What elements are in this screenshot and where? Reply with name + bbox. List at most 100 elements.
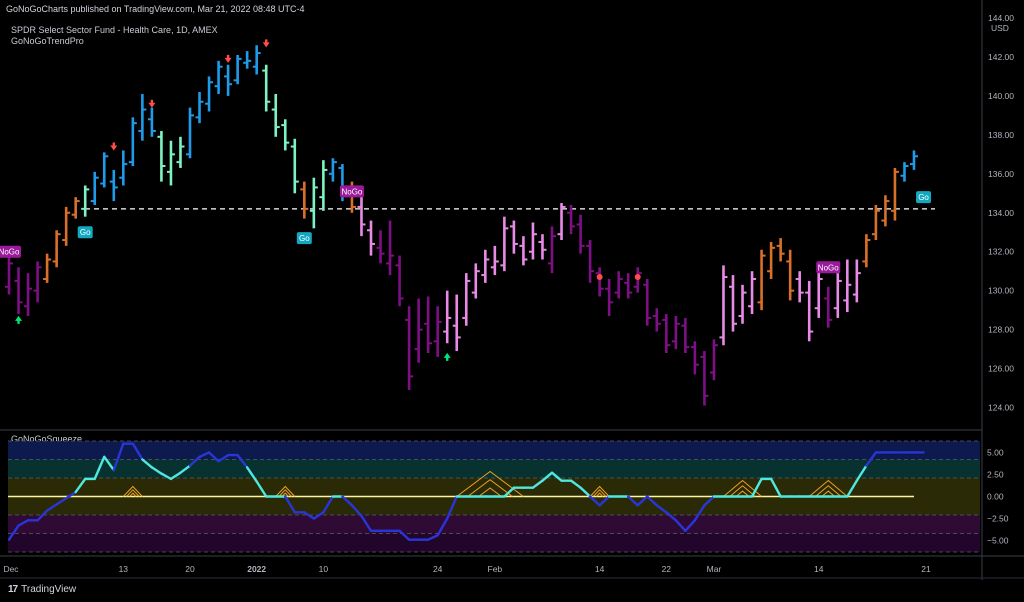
ohlc-bar [910, 150, 918, 170]
nogo-arrow-down-icon [148, 99, 156, 108]
badge-box [816, 261, 841, 274]
squeeze-line-segment [169, 471, 182, 481]
go-arrow-up-icon [15, 315, 23, 324]
squeeze-line-segment [684, 519, 697, 533]
badge-box [296, 232, 312, 245]
squeeze-line-segment [93, 455, 106, 481]
squeeze-line-segment [284, 495, 296, 514]
squeeze-ladder [596, 492, 604, 497]
ohlc-bar [100, 152, 109, 188]
ohlc-bar [605, 278, 614, 316]
squeeze-line-segment [665, 511, 678, 522]
squeeze-line-segment [103, 455, 115, 472]
reversal-dot-icon [634, 274, 641, 281]
nogo-badge: NoGo [339, 185, 364, 198]
ohlc-bar [243, 51, 252, 69]
squeeze-line-segment [179, 464, 192, 474]
time-tick-label: Mar [707, 564, 722, 574]
badge-label: Go [918, 193, 929, 202]
ohlc-bar [814, 269, 823, 318]
ohlc-bar [871, 204, 880, 241]
time-tick-label: 14 [595, 564, 605, 574]
go-badge: Go [77, 226, 93, 239]
ohlc-bar [186, 107, 194, 159]
ohlc-bar [281, 119, 290, 151]
squeeze-tick-label: 2.50 [987, 469, 1004, 479]
ohlc-bar [729, 275, 737, 332]
published-note: GoNoGoCharts published on TradingView.co… [6, 4, 305, 14]
ohlc-bar [128, 117, 137, 167]
squeeze-line-segment [303, 511, 316, 520]
price-tick-label: 138.00 [988, 130, 1014, 140]
squeeze-ladder [129, 492, 137, 497]
squeeze-line-segment [188, 455, 201, 467]
ohlc-bar [509, 220, 518, 254]
ohlc-bar [776, 238, 785, 262]
ohlc-bar [786, 249, 795, 301]
time-tick-label: Feb [488, 564, 503, 574]
ohlc-bar [881, 195, 890, 227]
squeeze-line-segment [7, 524, 20, 541]
ohlc-bar [71, 197, 80, 219]
ohlc-bar [252, 45, 261, 75]
ohlc-bar [614, 271, 623, 299]
squeeze-line-segment [150, 466, 163, 475]
squeeze-band-bottom [8, 533, 980, 552]
ohlc-bar [595, 267, 604, 297]
ohlc-bar [309, 177, 318, 229]
squeeze-line-segment [112, 442, 125, 472]
ohlc-bar [652, 308, 661, 332]
ohlc-bar [890, 167, 899, 221]
squeeze-line-segment [207, 451, 220, 463]
squeeze-ladder [478, 487, 502, 497]
ohlc-bar [233, 55, 242, 85]
price-tick-label: 144.00 [988, 13, 1014, 23]
squeeze-line-segment [446, 495, 458, 520]
squeeze-line-segment [17, 519, 30, 527]
price-tick-label: 136.00 [988, 169, 1014, 179]
ohlc-bar [443, 290, 452, 344]
squeeze-line-segment [646, 495, 658, 507]
tradingview-brand: TradingView [21, 584, 77, 595]
squeeze-line-segment [569, 479, 582, 489]
squeeze-line-segment [245, 466, 258, 483]
ohlc-bar [224, 64, 233, 96]
badge-label: Go [80, 228, 91, 237]
ohlc-bar [490, 245, 499, 276]
squeeze-line-segment [855, 464, 868, 482]
squeeze-line-segment [312, 511, 325, 520]
squeeze-line-segment [579, 486, 592, 498]
ohlc-bar [528, 222, 537, 260]
squeeze-ladder [122, 485, 143, 497]
ohlc-bar [900, 162, 909, 182]
squeeze-line-segment [588, 495, 601, 507]
ohlc-bar [852, 259, 861, 303]
ohlc-bar [833, 273, 842, 318]
squeeze-line-segment [55, 497, 68, 506]
ohlc-bar [357, 195, 366, 237]
badge-box [77, 226, 93, 239]
nogo-badge: NoGo [816, 261, 841, 274]
ohlc-bar [386, 220, 395, 276]
ohlc-bar [14, 267, 23, 315]
ohlc-bar [205, 76, 214, 112]
badge-label: NoGo [341, 187, 362, 196]
squeeze-tick-label: 5.00 [987, 447, 1004, 457]
squeeze-tick-label: 0.00 [987, 492, 1004, 502]
badge-label: Go [299, 234, 310, 243]
squeeze-line-segment [217, 453, 230, 463]
time-tick-label: 21 [921, 564, 931, 574]
squeeze-band-neutral-up [8, 478, 980, 497]
squeeze-line-segment [674, 519, 687, 533]
ohlc-bar [166, 140, 175, 186]
ohlc-bar [414, 298, 423, 363]
ohlc-bar [395, 255, 404, 307]
squeeze-line-segment [693, 504, 706, 522]
ohlc-bar [367, 220, 375, 256]
ohlc-bar [805, 280, 814, 342]
squeeze-line-segment [198, 451, 211, 459]
squeeze-ladder [729, 485, 756, 497]
ohlc-bar [767, 241, 776, 279]
squeeze-line-segment [360, 514, 373, 533]
squeeze-band-neutral-down [8, 496, 980, 515]
